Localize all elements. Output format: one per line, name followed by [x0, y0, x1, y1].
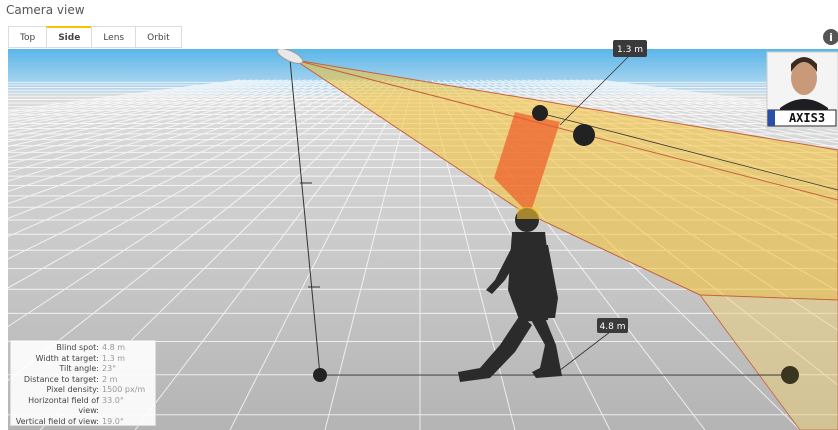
stat-value: 23°	[102, 364, 116, 375]
stat-value: 2 m	[102, 375, 117, 386]
stat-value: 4.8 m	[102, 343, 125, 354]
tab[interactable]: Orbit	[135, 26, 182, 48]
stat-label: Width at target:	[11, 354, 102, 365]
stat-label: Blind spot:	[11, 343, 102, 354]
stat-value: 33.0°	[102, 396, 124, 417]
stat-row: Width at target:1.3 m	[11, 354, 155, 365]
stat-row: Blind spot:4.8 m	[11, 343, 155, 354]
distance-label: 4.8 m	[600, 322, 626, 332]
handle[interactable]	[573, 124, 595, 146]
stat-label: Tilt angle:	[11, 364, 102, 375]
distance-label: 1.3 m	[617, 45, 643, 55]
stat-label: Distance to target:	[11, 375, 102, 386]
handle[interactable]	[532, 105, 548, 121]
stat-value: 19.0°	[102, 417, 124, 428]
page-title: Camera view	[6, 3, 85, 17]
stat-label: Horizontal field of view:	[11, 396, 102, 417]
stat-label: Vertical field of view:	[11, 417, 102, 428]
stat-row: Pixel density:1500 px/m	[11, 385, 155, 396]
handle[interactable]	[313, 368, 327, 382]
tab[interactable]: Side	[46, 26, 91, 48]
stat-row: Tilt angle:23°	[11, 364, 155, 375]
info-icon[interactable]: i	[829, 31, 833, 44]
stat-value: 1.3 m	[102, 354, 125, 365]
tab[interactable]: Lens	[91, 26, 135, 48]
stat-label: Pixel density:	[11, 385, 102, 396]
handle[interactable]	[781, 366, 799, 384]
preview-image: AXIS3	[767, 52, 838, 128]
stat-value: 1500 px/m	[102, 385, 145, 396]
stat-row: Horizontal field of view:33.0°	[11, 396, 155, 417]
plate-text: AXIS3	[789, 111, 825, 125]
tab[interactable]: Top	[8, 26, 46, 48]
head-highlight	[517, 207, 539, 219]
stat-row: Vertical field of view:19.0°	[11, 417, 155, 428]
stat-row: Distance to target:2 m	[11, 375, 155, 386]
page: 1.3 m 4.8 m AXIS3 i Camera view TopSideL…	[0, 0, 838, 430]
